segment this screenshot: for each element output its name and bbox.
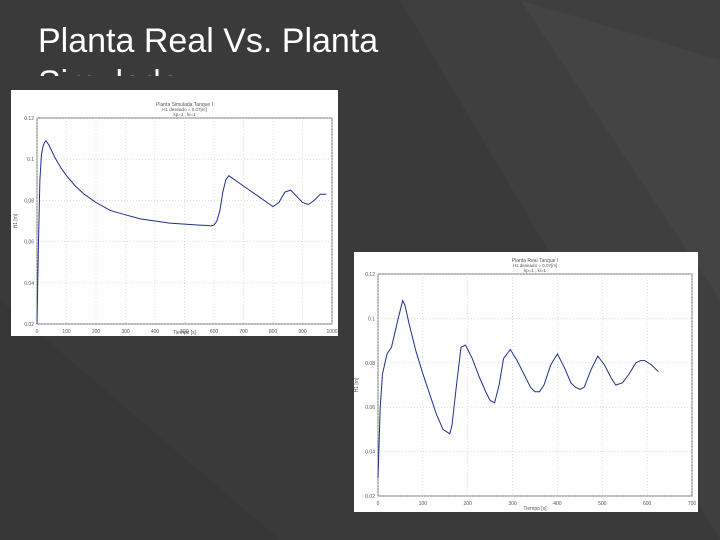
x-tick-label: 800 (269, 329, 278, 335)
x-tick-label: 100 (419, 501, 428, 507)
y-tick-label: 0.04 (365, 450, 375, 456)
x-tick-label: 100 (62, 329, 71, 335)
y-tick-label: 0.02 (365, 494, 375, 500)
x-tick-label: 1000 (326, 329, 337, 335)
chart-subtitle-2: kp=1 ; ki=1 (524, 268, 547, 273)
plot-area (377, 273, 693, 497)
real-plant-plot: 0 100 200 300 400 500 600 700 0.02 0.04 0.06 0.08 0.… (354, 252, 698, 512)
x-tick-label: 200 (464, 501, 473, 507)
chart-title: Planta Simulada Tanque I (156, 102, 213, 108)
slide-title: Planta Real Vs. Planta Simulada (38, 22, 379, 76)
chart-subtitle: H1 deseado = 0.07[m] (162, 107, 206, 112)
x-tick-label: 600 (643, 501, 652, 507)
x-tick-label: 200 (92, 329, 101, 335)
x-tick-label: 500 (598, 501, 607, 507)
x-tick-label: 500 (180, 329, 189, 335)
x-tick-label: 0 (36, 329, 39, 335)
y-tick-label: 0.08 (24, 198, 34, 204)
series-line (36, 139, 327, 325)
y-tick-label: 0.08 (365, 361, 375, 367)
x-axis-label: Tiempo [s] (523, 506, 547, 512)
chart-subtitle-2: kp=1 ; ki=1 (173, 112, 196, 117)
y-tick-label: 0.12 (24, 116, 34, 122)
y-tick-label: 0.06 (24, 240, 34, 246)
y-tick-label: 0.1 (27, 157, 34, 163)
y-axis-label: H1 [m] (13, 213, 19, 228)
x-tick-label: 700 (239, 329, 248, 335)
y-tick-label: 0.06 (365, 405, 375, 411)
simulated-plant-plot: 0 100 200 300 400 500 600 700 800 900 1000 0.02 0.04… (11, 90, 338, 336)
y-tick-label: 0.04 (24, 281, 34, 287)
x-tick-label: 400 (553, 501, 562, 507)
x-tick-label: 700 (688, 501, 697, 507)
x-tick-label: 600 (210, 329, 219, 335)
y-tick-label: 0.1 (368, 316, 375, 322)
y-tick-label: 0.02 (24, 322, 34, 328)
chart-title: Planta Real Tanque I (512, 258, 558, 264)
x-axis-label: Tiempo [s] (173, 330, 197, 336)
series-line (377, 299, 659, 479)
x-tick-label: 0 (377, 501, 380, 507)
x-tick-label: 300 (121, 329, 130, 335)
x-tick-label: 300 (508, 501, 517, 507)
y-tick-label: 0.12 (365, 272, 375, 278)
real-plant-chart: 0 100 200 300 400 500 600 700 0.02 0.04 0.06 0.08 0.… (354, 258, 697, 512)
simulated-plant-chart: 0 100 200 300 400 500 600 700 800 900 1000 0.02 0.04… (13, 102, 338, 336)
x-tick-label: 400 (151, 329, 160, 335)
x-tick-label: 900 (298, 329, 307, 335)
y-axis-label: H1 [m] (354, 377, 360, 392)
chart-subtitle: H1 deseado = 0.07[m] (513, 263, 557, 268)
